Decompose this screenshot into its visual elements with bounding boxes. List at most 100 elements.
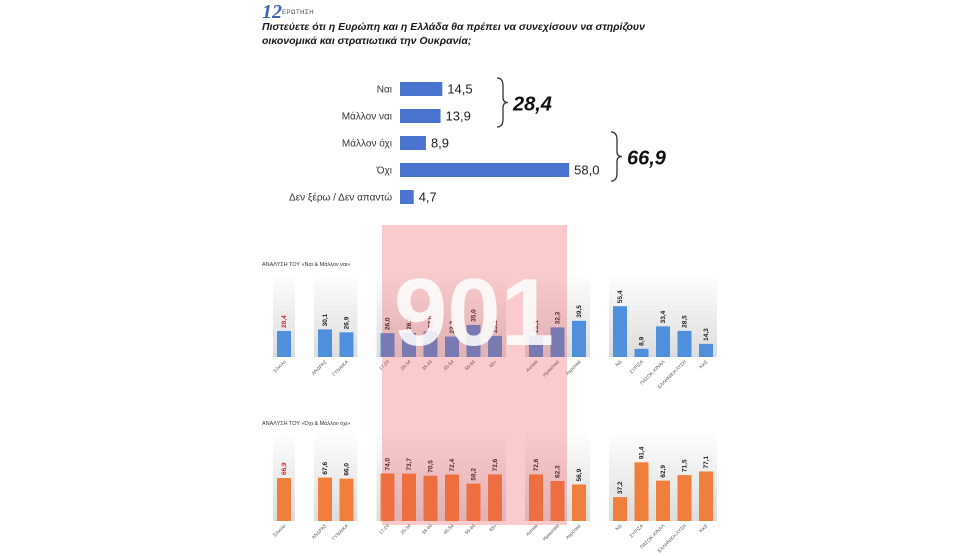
orange-value-label: 74,0 <box>385 457 392 470</box>
blue-bar <box>613 306 627 357</box>
orange-bar <box>339 478 354 521</box>
blue-bar <box>634 348 649 357</box>
orange-category-label: 65+ <box>488 523 498 533</box>
blue-bar <box>380 333 395 357</box>
main-bar <box>400 136 426 150</box>
orange-value-label: 71,5 <box>682 459 689 472</box>
blue-bar <box>466 324 481 357</box>
orange-bar <box>699 471 713 521</box>
blue-value-label: 30,1 <box>322 313 329 326</box>
main-category-label: Δεν ξέρω / Δεν απαντώ <box>289 192 392 204</box>
blue-value-label: 14,3 <box>703 328 710 341</box>
orange-bar <box>380 473 395 521</box>
blue-bar <box>402 332 416 357</box>
orange-group-bg <box>376 430 506 521</box>
orange-value-label: 37,2 <box>617 481 624 494</box>
group-brace <box>610 131 623 182</box>
blue-value-label: 26,9 <box>344 316 351 329</box>
orange-value-label: 72,4 <box>449 458 456 471</box>
orange-value-label: 56,9 <box>576 468 583 481</box>
blue-value-label: 22,3 <box>449 321 456 334</box>
watermark-text: 901 <box>394 259 554 366</box>
main-bar <box>400 109 441 123</box>
main-category-label: Ναι <box>377 85 392 96</box>
blue-bar <box>656 326 670 357</box>
orange-bar <box>572 484 586 521</box>
orange-value-label: 72,6 <box>492 458 499 471</box>
orange-value-label: 91,4 <box>639 446 646 459</box>
blue-bar <box>572 320 586 357</box>
orange-bar <box>656 480 670 521</box>
blue-value-label: 32,3 <box>555 311 562 324</box>
orange-bar <box>402 473 416 521</box>
blue-value-label: 28,4 <box>281 315 288 328</box>
main-value-label: 4,7 <box>419 190 437 205</box>
blue-value-label: 33,4 <box>660 310 667 323</box>
orange-category-label: ΝΔ <box>614 523 624 533</box>
blue-bar <box>423 331 438 357</box>
orange-value-label: 66,9 <box>281 462 288 475</box>
main-category-label: Μάλλον όχι <box>342 138 392 150</box>
orange-category-label: ΓΥΝΑΙΚΑ <box>331 523 350 542</box>
main-category-label: Όχι <box>376 166 392 177</box>
main-value-label: 14,5 <box>447 82 472 97</box>
main-bar <box>400 190 414 204</box>
orange-bar <box>634 462 649 521</box>
orange-bar <box>529 474 543 521</box>
orange-bar <box>677 475 692 521</box>
blue-value-label: 28,5 <box>682 315 689 328</box>
blue-bar <box>488 335 502 357</box>
blue-bar <box>445 336 459 357</box>
orange-value-label: 58,2 <box>471 468 478 481</box>
main-value-label: 13,9 <box>446 109 471 124</box>
blue-value-label: 23,1 <box>492 320 499 333</box>
group-brace <box>496 77 509 128</box>
blue-bar <box>318 329 332 357</box>
main-category-label: Μάλλον ναι <box>342 111 392 123</box>
question-text: Πιστεύετε ότι η Ευρώπη και η Ελλάδα θα π… <box>262 21 645 47</box>
blue-value-label: 55,4 <box>617 290 624 303</box>
orange-bar <box>445 474 459 521</box>
question-label: ΕΡΩΤΗΣΗ <box>282 10 315 16</box>
main-bar <box>400 82 443 96</box>
orange-value-label: 62,9 <box>660 465 667 478</box>
main-value-label: 58,0 <box>574 163 599 178</box>
blue-value-label: 26,3 <box>406 317 413 330</box>
orange-category-label: ΚΚΕ <box>698 523 709 534</box>
blue-bar <box>339 332 354 357</box>
orange-category-label: Αγροτικά <box>564 522 582 540</box>
blue-bar <box>529 335 543 357</box>
orange-bar <box>488 474 502 521</box>
orange-value-label: 73,7 <box>406 458 413 471</box>
orange-bar <box>613 497 627 521</box>
blue-category-label: ΚΚΕ <box>698 359 709 370</box>
orange-chart-title: ΑΝΑΛΥΣΗ ΤΟΥ «Όχι & Μάλλον όχι» <box>262 421 351 427</box>
orange-value-label: 70,5 <box>428 460 435 473</box>
main-bar <box>400 163 570 177</box>
group-total-label: 66,9 <box>627 148 667 170</box>
blue-value-label: 27,9 <box>428 315 435 328</box>
blue-bar <box>550 327 565 357</box>
blue-value-label: 35,0 <box>471 309 478 322</box>
blue-bar <box>277 330 291 357</box>
blue-value-label: 26,0 <box>385 317 392 330</box>
watermark-logo: 901 <box>382 225 567 525</box>
orange-bar <box>466 483 481 521</box>
blue-category-label: ΝΔ <box>614 359 624 369</box>
orange-category-label: Σύνολο <box>271 522 287 538</box>
blue-bar <box>699 343 713 357</box>
orange-value-label: 77,1 <box>703 455 710 468</box>
orange-bar <box>277 478 291 521</box>
blue-category-label: 65+ <box>488 359 498 369</box>
blue-value-label: 23,1 <box>533 320 540 333</box>
orange-category-label: ΑΝΔΡΑΣ <box>311 523 329 541</box>
orange-bar <box>550 480 565 521</box>
main-value-label: 8,9 <box>431 136 449 151</box>
blue-group-bg <box>376 272 506 357</box>
orange-value-label: 67,6 <box>322 462 329 475</box>
group-total-label: 28,4 <box>512 94 552 116</box>
